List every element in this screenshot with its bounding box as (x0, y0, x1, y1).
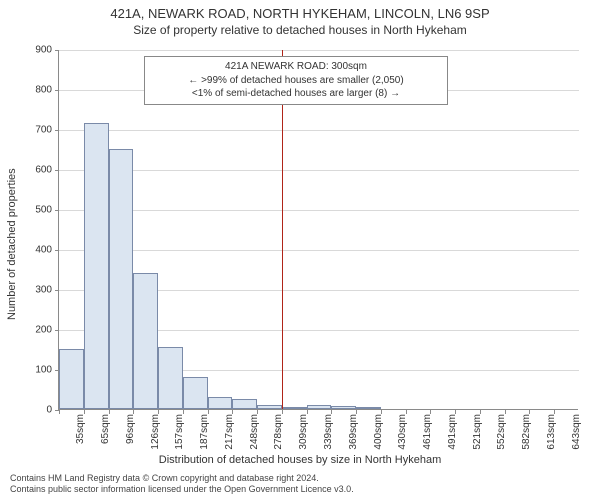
x-tick-mark (84, 410, 85, 414)
x-tick-mark (505, 410, 506, 414)
gridline-h (59, 170, 579, 171)
y-tick-label: 400 (12, 245, 52, 256)
y-tick-label: 600 (12, 165, 52, 176)
x-tick-label: 491sqm (447, 414, 458, 450)
y-tick-label: 100 (12, 365, 52, 376)
y-tick-label: 0 (12, 405, 52, 416)
y-tick-label: 800 (12, 85, 52, 96)
y-tick-label: 700 (12, 125, 52, 136)
x-tick-label: 339sqm (323, 414, 334, 450)
x-tick-mark (232, 410, 233, 414)
x-tick-label: 613sqm (546, 414, 557, 450)
x-tick-mark (59, 410, 60, 414)
x-tick-label: 217sqm (224, 414, 235, 450)
x-tick-mark (208, 410, 209, 414)
x-tick-label: 65sqm (100, 414, 111, 444)
credits-line1: Contains HM Land Registry data © Crown c… (10, 473, 354, 485)
histogram-bar (84, 123, 109, 409)
x-tick-label: 400sqm (373, 414, 384, 450)
gridline-h (59, 130, 579, 131)
y-tick-mark (55, 290, 59, 291)
histogram-bar (282, 407, 307, 409)
gridline-h (59, 50, 579, 51)
y-tick-mark (55, 250, 59, 251)
page-subtitle: Size of property relative to detached ho… (0, 21, 600, 37)
y-tick-label: 300 (12, 285, 52, 296)
annotation-line3: <1% of semi-detached houses are larger (… (151, 87, 441, 101)
histogram-bar (158, 347, 183, 409)
x-tick-label: 521sqm (472, 414, 483, 450)
histogram-bar (133, 273, 158, 409)
y-tick-label: 900 (12, 45, 52, 56)
histogram-bar (356, 407, 381, 409)
x-tick-label: 126sqm (150, 414, 161, 450)
x-tick-label: 248sqm (249, 414, 260, 450)
x-tick-mark (109, 410, 110, 414)
page-title: 421A, NEWARK ROAD, NORTH HYKEHAM, LINCOL… (0, 0, 600, 21)
x-tick-mark (480, 410, 481, 414)
x-tick-mark (529, 410, 530, 414)
x-tick-mark (183, 410, 184, 414)
x-tick-mark (307, 410, 308, 414)
x-tick-mark (406, 410, 407, 414)
x-tick-label: 278sqm (273, 414, 284, 450)
x-tick-label: 461sqm (422, 414, 433, 450)
x-tick-mark (381, 410, 382, 414)
x-tick-mark (356, 410, 357, 414)
x-tick-mark (158, 410, 159, 414)
x-tick-mark (331, 410, 332, 414)
histogram-bar (109, 149, 134, 409)
x-tick-mark (554, 410, 555, 414)
x-tick-label: 643sqm (571, 414, 582, 450)
x-tick-label: 35sqm (75, 414, 86, 444)
y-tick-mark (55, 90, 59, 91)
histogram-bar (307, 405, 332, 409)
annotation-box: 421A NEWARK ROAD: 300sqm ← >99% of detac… (144, 56, 448, 105)
histogram-bar (208, 397, 233, 409)
histogram-bar (257, 405, 282, 409)
annotation-line1: 421A NEWARK ROAD: 300sqm (151, 60, 441, 74)
histogram-bar (331, 406, 356, 409)
x-tick-mark (257, 410, 258, 414)
chart-area: 010020030040050060070080090035sqm65sqm96… (58, 50, 578, 410)
x-tick-label: 96sqm (125, 414, 136, 444)
gridline-h (59, 210, 579, 211)
y-tick-label: 500 (12, 205, 52, 216)
y-tick-mark (55, 130, 59, 131)
annotation-line2: ← >99% of detached houses are smaller (2… (151, 74, 441, 88)
x-tick-label: 582sqm (521, 414, 532, 450)
gridline-h (59, 250, 579, 251)
x-tick-label: 430sqm (397, 414, 408, 450)
x-axis-label: Distribution of detached houses by size … (0, 454, 600, 466)
credits: Contains HM Land Registry data © Crown c… (10, 473, 354, 496)
y-tick-mark (55, 170, 59, 171)
x-tick-mark (430, 410, 431, 414)
y-tick-mark (55, 210, 59, 211)
x-tick-label: 552sqm (496, 414, 507, 450)
x-tick-mark (455, 410, 456, 414)
y-tick-label: 200 (12, 325, 52, 336)
y-tick-mark (55, 50, 59, 51)
credits-line2: Contains public sector information licen… (10, 484, 354, 496)
y-tick-mark (55, 330, 59, 331)
histogram-bar (232, 399, 257, 409)
histogram-bar (59, 349, 84, 409)
x-tick-label: 157sqm (174, 414, 185, 450)
x-tick-label: 309sqm (298, 414, 309, 450)
x-tick-mark (282, 410, 283, 414)
x-tick-mark (133, 410, 134, 414)
histogram-bar (183, 377, 208, 409)
x-tick-label: 369sqm (348, 414, 359, 450)
x-tick-label: 187sqm (199, 414, 210, 450)
